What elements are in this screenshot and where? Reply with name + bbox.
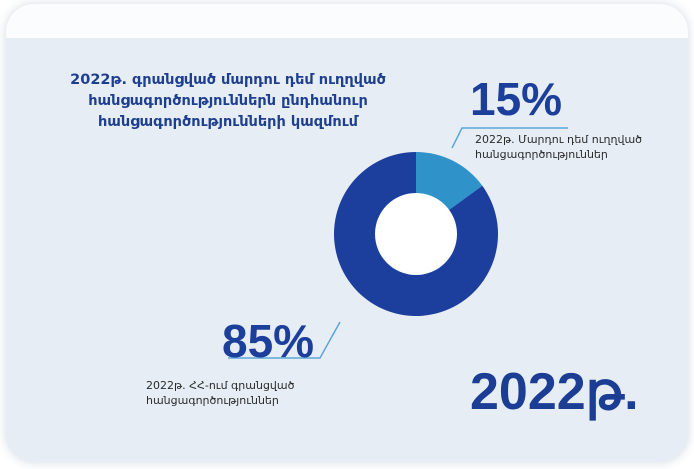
slice-label-15: 2022թ. Մարդու դեմ ուղղված հանցագործությո…: [475, 132, 642, 162]
donut-hole: [375, 193, 457, 275]
slice-label-85-line-2: հանցագործություններ: [146, 394, 279, 407]
slice-value-85: 85%: [222, 315, 315, 367]
year-label: 2022թ.: [470, 363, 639, 421]
slice-label-15-line-1: 2022թ. Մարդու դեմ ուղղված: [475, 133, 643, 146]
title-line-3: հանցագործությունների կազմում: [97, 114, 358, 130]
title-line-2: հանցագործություններն ընդհանուր: [88, 93, 368, 109]
title-line-1: 2022թ. գրանցված մարդու դեմ ուղղված: [70, 72, 386, 88]
leader-line-15: [451, 127, 568, 149]
slice-label-85: 2022թ. ՀՀ-ում գրանցված հանցագործությունն…: [146, 378, 294, 408]
chart-title: 2022թ. գրանցված մարդու դեմ ուղղված հանցա…: [28, 70, 428, 133]
slice-label-85-line-1: 2022թ. ՀՀ-ում գրանցված: [146, 379, 295, 392]
infographic-card: [6, 4, 688, 462]
slice-value-15: 15%: [470, 73, 563, 125]
slice-label-15-line-2: հանցագործություններ: [475, 148, 608, 161]
leader-line-85: [228, 321, 341, 359]
